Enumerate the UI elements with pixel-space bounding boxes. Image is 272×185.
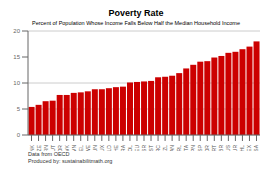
svg-text:HUN: HUN [92, 145, 98, 151]
svg-text:ITA: ITA [183, 144, 189, 151]
svg-text:EST: EST [148, 145, 154, 151]
svg-text:AUS: AUS [225, 144, 231, 151]
svg-text:IRL: IRL [176, 145, 182, 151]
svg-text:GRC: GRC [155, 145, 161, 151]
svg-text:BEL: BEL [78, 145, 84, 151]
svg-text:SWE: SWE [85, 144, 91, 151]
html-text:Produced by: sustainabilitmath: Produced by: sustainabilitmath.org [28, 158, 113, 164]
svg-text:ISR: ISR [141, 145, 147, 151]
svg-text:CHE: CHE [113, 144, 119, 151]
svg-text:KOR: KOR [204, 145, 210, 151]
svg-text:CAN: CAN [169, 145, 175, 151]
svg-text:LUX: LUX [99, 144, 105, 151]
svg-text:GBR: GBR [218, 145, 224, 151]
svg-text:NLD: NLD [106, 145, 112, 151]
svg-text:20: 20 [13, 28, 20, 34]
svg-text:MEX: MEX [246, 144, 252, 151]
html-text:Poverty Rate: Poverty Rate [108, 8, 164, 18]
svg-text:DNK: DNK [29, 144, 35, 151]
svg-text:NZL: NZL [162, 145, 168, 151]
svg-text:FRA: FRA [120, 144, 126, 151]
svg-text:PRT: PRT [211, 145, 217, 151]
svg-text:FIN: FIN [43, 145, 49, 151]
html-text:Data from OECD: Data from OECD [28, 151, 70, 157]
svg-text:CHL: CHL [239, 145, 245, 151]
svg-text:TUR: TUR [232, 145, 238, 151]
html-text:Percent of Population Whose In: Percent of Population Whose Income Falls… [32, 20, 240, 26]
svg-text:JPN: JPN [190, 145, 196, 151]
svg-text:ESP: ESP [197, 144, 203, 151]
svg-text:SVK: SVK [64, 144, 70, 151]
svg-text:AUT: AUT [50, 145, 56, 151]
svg-text:USA: USA [253, 144, 259, 151]
svg-text:POL: POL [127, 145, 133, 151]
svg-text:15: 15 [13, 54, 20, 60]
svg-text:10: 10 [13, 80, 20, 86]
svg-text:CZE: CZE [36, 144, 42, 151]
svg-text:SVN: SVN [71, 145, 77, 151]
svg-text:0: 0 [17, 132, 21, 138]
svg-text:5: 5 [17, 106, 21, 112]
svg-text:NOR: NOR [57, 145, 63, 151]
svg-text:DEU: DEU [134, 145, 140, 151]
